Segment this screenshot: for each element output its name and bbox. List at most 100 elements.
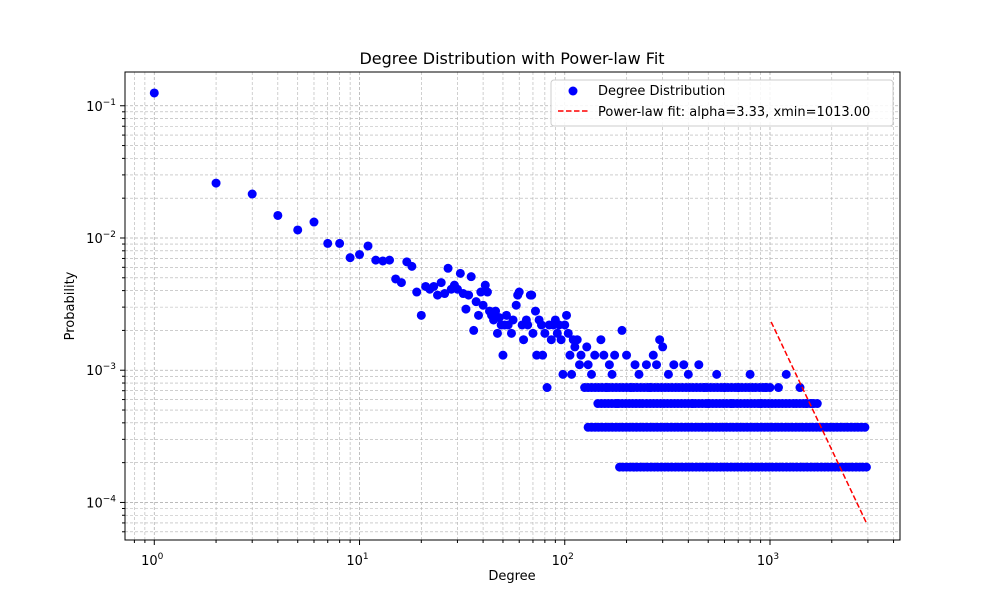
data-point: [575, 360, 585, 370]
data-point: [494, 313, 504, 323]
data-point: [634, 369, 644, 379]
data-point: [536, 320, 546, 330]
data-point: [617, 325, 627, 335]
data-point: [542, 383, 552, 393]
data-point: [149, 88, 159, 98]
data-point: [355, 250, 365, 260]
data-point: [396, 278, 406, 288]
legend-box: [550, 79, 894, 127]
data-point: [345, 253, 355, 263]
data-point: [323, 238, 333, 248]
data-point: [795, 383, 805, 393]
y-axis-label: Probability: [63, 271, 78, 340]
data-point: [663, 369, 673, 379]
legend: Degree Distribution Power-law fit: alpha…: [550, 79, 894, 127]
data-point: [683, 369, 693, 379]
data-point: [528, 328, 538, 338]
data-point: [471, 297, 481, 307]
data-point: [655, 335, 665, 345]
data-point: [604, 360, 614, 370]
data-point: [492, 328, 502, 338]
data-point: [658, 342, 668, 352]
data-point: [385, 255, 395, 265]
data-point: [736, 399, 746, 409]
data-point: [482, 287, 492, 297]
data-point: [530, 306, 540, 316]
data-point: [556, 335, 566, 345]
data-point: [860, 422, 870, 432]
data-point: [498, 350, 508, 360]
data-point: [523, 320, 533, 330]
data-point: [576, 350, 586, 360]
data-point: [652, 360, 662, 370]
y-tick-label: 10−1: [86, 98, 116, 115]
data-point: [712, 369, 722, 379]
x-tick-label: 101: [346, 552, 368, 569]
y-tick-label: 10−4: [86, 494, 116, 511]
data-point: [781, 369, 791, 379]
data-point: [546, 335, 556, 345]
data-point: [464, 290, 474, 300]
data-point: [679, 360, 689, 370]
data-point: [371, 255, 381, 265]
data-point: [635, 399, 645, 409]
data-point: [582, 342, 592, 352]
data-point: [562, 310, 572, 320]
data-point: [309, 217, 319, 227]
data-point: [476, 287, 486, 297]
data-point: [461, 304, 471, 314]
data-point: [474, 310, 484, 320]
data-point: [480, 280, 490, 290]
data-point: [671, 383, 681, 393]
data-point: [599, 350, 609, 360]
data-point: [563, 328, 573, 338]
data-point: [363, 241, 373, 251]
data-point: [590, 350, 600, 360]
data-point: [508, 315, 518, 325]
data-point: [765, 383, 775, 393]
data-point: [335, 238, 345, 248]
data-point: [433, 290, 443, 300]
data-point: [565, 350, 575, 360]
data-point: [540, 328, 550, 338]
legend-marker-degree-distribution: [568, 86, 578, 96]
data-point: [641, 360, 651, 370]
data-point: [560, 320, 570, 330]
legend-label-power-law-fit: Power-law fit: alpha=3.33, xmin=1013.00: [598, 105, 870, 120]
data-point: [610, 350, 620, 360]
data-point: [622, 350, 632, 360]
data-point: [247, 189, 257, 199]
data-point: [514, 287, 524, 297]
data-point: [211, 178, 221, 188]
data-point: [572, 335, 582, 345]
data-point: [407, 261, 417, 271]
data-point: [429, 281, 439, 291]
x-tick-label: 100: [141, 552, 164, 569]
plot-data: [149, 88, 871, 524]
data-point: [587, 369, 596, 379]
data-point: [630, 360, 640, 370]
y-tick-label: 10−3: [86, 362, 116, 379]
data-point: [538, 350, 548, 360]
data-point: [583, 360, 593, 370]
data-point: [861, 462, 871, 472]
data-point: [455, 268, 465, 278]
x-axis-label: Degree: [488, 569, 535, 584]
data-point: [519, 335, 529, 345]
data-point: [748, 383, 757, 393]
data-point: [570, 342, 580, 352]
x-tick-label: 102: [552, 552, 574, 569]
data-point: [491, 306, 501, 316]
y-tick-label: 10−2: [86, 230, 116, 247]
data-point: [567, 369, 577, 379]
data-point: [466, 272, 476, 282]
data-point: [378, 256, 388, 266]
data-point: [506, 328, 516, 338]
chart-title: Degree Distribution with Power-law Fit: [359, 49, 664, 68]
axis-ticks: 100 101 102 103 10−4 10−3 10−2 10−1: [86, 98, 895, 569]
data-point: [511, 300, 521, 310]
data-point: [694, 360, 704, 370]
data-point: [527, 290, 537, 300]
